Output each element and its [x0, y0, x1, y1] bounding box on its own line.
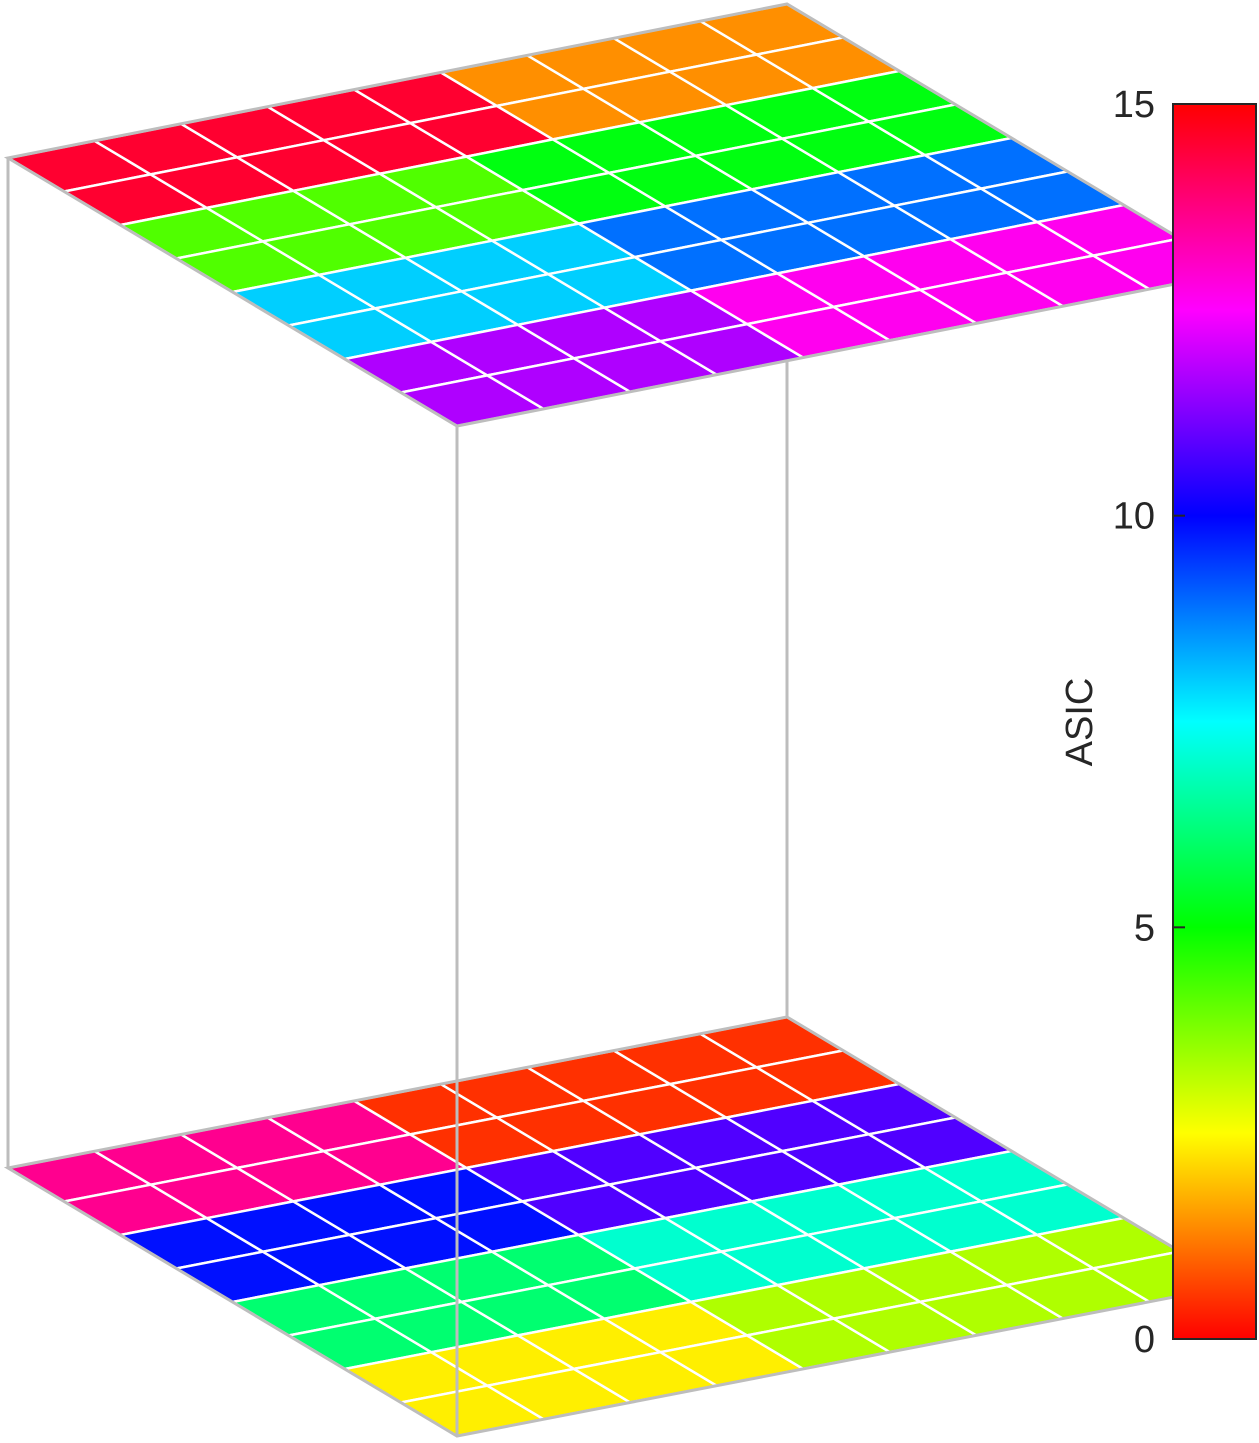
colorbar: 0 5 10 15 ASIC: [1059, 84, 1257, 1361]
colorbar-tick-label: 0: [1134, 1319, 1155, 1361]
colorbar-ticks: 0 5 10 15: [1113, 84, 1185, 1361]
box-back-edges: [6, 158, 789, 1168]
colorbar-label: ASIC: [1059, 678, 1101, 767]
colorbar-tick-label: 15: [1113, 84, 1155, 126]
colorbar-tick-label: 5: [1134, 907, 1155, 949]
colorbar-tick-label: 10: [1113, 496, 1155, 538]
top-layer: [3, 2, 1241, 428]
colorbar-bar: [1172, 103, 1257, 1340]
bottom-layer: [3, 1015, 1241, 1438]
